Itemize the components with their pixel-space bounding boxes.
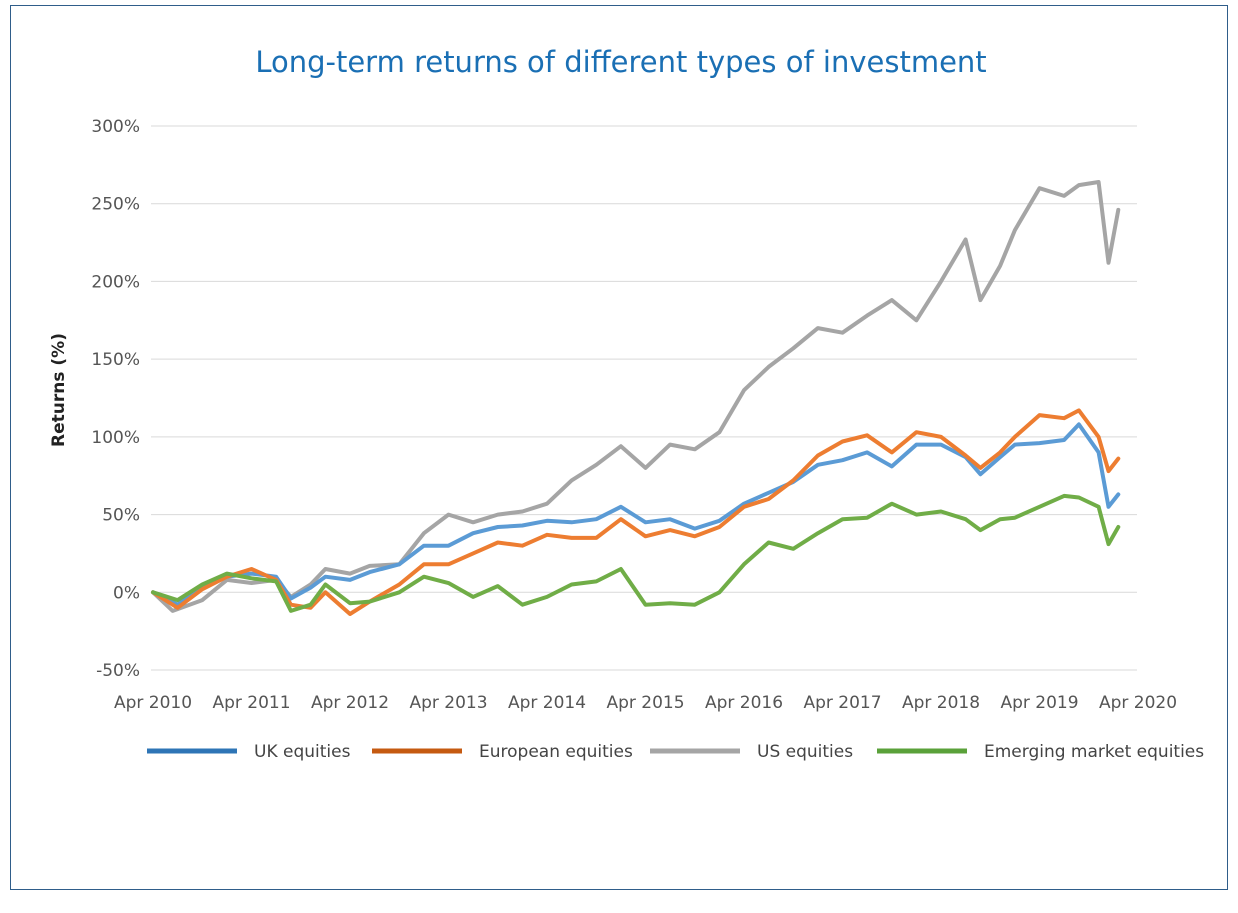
series-line: [151, 408, 1121, 616]
x-tick-label: Apr 2014: [508, 693, 586, 713]
y-tick-label: 150%: [91, 350, 140, 370]
x-tick-label: Apr 2020: [1099, 693, 1177, 713]
x-tick-label: Apr 2018: [902, 693, 980, 713]
y-tick-label: 100%: [91, 428, 140, 448]
x-tick-label: Apr 2017: [803, 693, 881, 713]
y-axis-ticks: -50% 0% 50% 100% 150% 200% 250% 300%: [91, 117, 140, 681]
y-tick-label: 250%: [91, 195, 140, 215]
legend-label: Emerging market equities: [984, 742, 1204, 762]
chart-frame: [10, 5, 1228, 890]
series-line: [151, 180, 1121, 613]
legend-label: UK equities: [254, 742, 351, 762]
series-line: [151, 493, 1121, 613]
x-tick-label: Apr 2012: [311, 693, 389, 713]
x-tick-label: Apr 2015: [606, 693, 684, 713]
y-tick-label: 50%: [102, 506, 140, 526]
y-tick-label: 200%: [91, 272, 140, 292]
series-lines: [151, 180, 1121, 616]
x-tick-label: Apr 2013: [409, 693, 487, 713]
legend-label: European equities: [479, 742, 633, 762]
x-tick-label: Apr 2016: [705, 693, 783, 713]
gridlines: [151, 125, 1137, 671]
chart-title: Long-term returns of different types of …: [255, 45, 986, 79]
y-axis-label: Returns (%): [49, 333, 69, 447]
x-tick-label: Apr 2010: [114, 693, 192, 713]
series-line: [151, 422, 1121, 607]
x-tick-label: Apr 2019: [1000, 693, 1078, 713]
y-tick-label: 0%: [113, 583, 140, 603]
y-tick-label: -50%: [96, 661, 140, 681]
legend: UK equities European equities US equities E…: [147, 742, 1204, 762]
y-tick-label: 300%: [91, 117, 140, 137]
legend-label: US equities: [757, 742, 853, 762]
x-axis-ticks: Apr 2010 Apr 2011 Apr 2012 Apr 2013 Apr 2014…: [114, 693, 1177, 713]
x-tick-label: Apr 2011: [212, 693, 290, 713]
